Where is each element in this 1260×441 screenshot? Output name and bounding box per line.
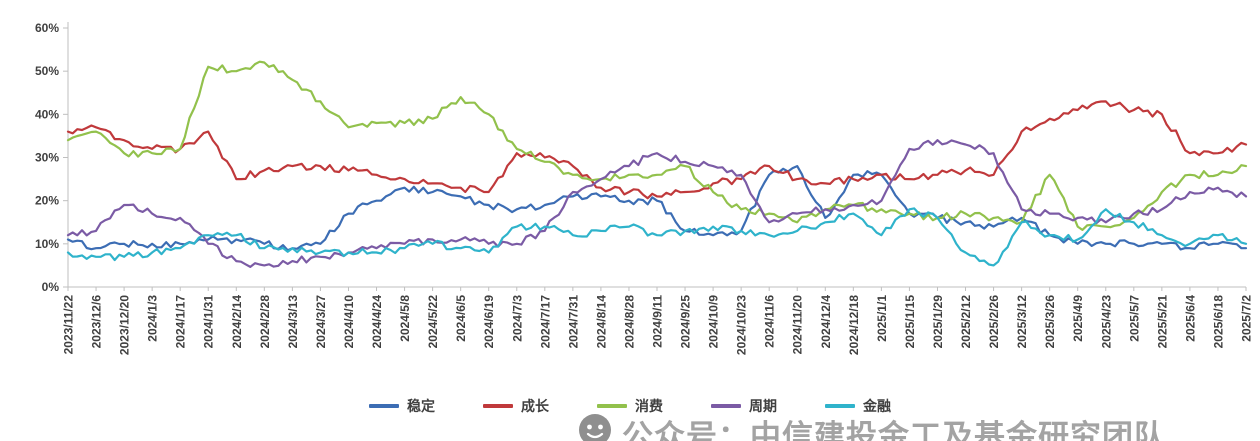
- y-axis-tick-label: 20%: [35, 194, 59, 208]
- x-axis-tick-label: 2024/4/24: [370, 295, 384, 349]
- x-axis-tick-label: 2024/9/11: [651, 295, 665, 348]
- x-axis-tick-label: 2024/6/5: [454, 295, 468, 342]
- legend: 稳定 成长 消费 周期 金融: [0, 396, 1260, 416]
- x-axis-tick-label: 2024/11/20: [791, 295, 805, 355]
- legend-swatch: [825, 404, 855, 408]
- x-axis-tick-label: 2024/2/14: [230, 295, 244, 349]
- legend-swatch: [369, 404, 399, 408]
- y-axis-tick-label: 30%: [35, 151, 59, 165]
- x-axis-tick-label: 2024/4/10: [342, 295, 356, 349]
- x-axis-tick-label: 2025/4/23: [1099, 295, 1113, 349]
- x-axis-tick-label: 2024/5/8: [398, 295, 412, 342]
- x-axis-tick-label: 2025/4/9: [1071, 295, 1085, 342]
- y-axis-tick-label: 50%: [35, 64, 59, 78]
- series-line-金融: [66, 207, 1248, 267]
- x-axis-tick-label: 2024/7/17: [538, 295, 552, 349]
- legend-item-消费: 消费: [597, 396, 663, 416]
- legend-label: 稳定: [407, 398, 435, 414]
- watermark: 公众号：中信建投金工及基金研究团队: [578, 411, 1166, 441]
- watermark-text: 公众号：中信建投金工及基金研究团队: [622, 419, 1166, 441]
- x-axis-tick-label: 2024/7/3: [510, 295, 524, 342]
- x-axis-tick-label: 2024/1/17: [174, 295, 188, 349]
- x-axis-tick-label: 2024/8/14: [594, 295, 608, 349]
- x-axis-tick-label: 2024/5/22: [426, 295, 440, 349]
- series-line-周期: [66, 139, 1248, 268]
- x-axis-tick-label: 2025/3/26: [1043, 295, 1057, 349]
- x-axis-tick-label: 2024/1/31: [202, 295, 216, 349]
- x-axis-tick-label: 2024/7/31: [566, 295, 580, 349]
- legend-item-成长: 成长: [483, 396, 549, 416]
- y-axis-tick-label: 40%: [35, 107, 59, 121]
- x-axis-tick-label: 2025/1/15: [903, 295, 917, 349]
- x-axis-tick-label: 2025/6/4: [1183, 295, 1197, 342]
- legend-item-金融: 金融: [825, 396, 891, 416]
- legend-label: 消费: [635, 398, 663, 414]
- x-axis-tick-label: 2024/6/19: [482, 295, 496, 349]
- x-axis-tick-label: 2024/11/6: [763, 295, 777, 348]
- x-axis-tick-label: 2023/12/20: [118, 295, 132, 355]
- x-axis-tick-label: 2023/11/22: [62, 295, 76, 355]
- x-axis-tick-label: 2024/10/9: [707, 295, 721, 349]
- legend-label: 成长: [521, 398, 549, 414]
- x-axis-tick-label: 2023/12/6: [90, 295, 104, 349]
- x-axis-tick-label: 2025/1/29: [931, 295, 945, 349]
- legend-swatch: [483, 404, 513, 408]
- x-axis-tick-label: 2024/8/28: [622, 295, 636, 349]
- x-axis-tick-label: 2024/1/3: [146, 295, 160, 342]
- legend-swatch: [597, 404, 627, 408]
- y-axis-tick-label: 0%: [42, 280, 60, 294]
- x-axis-tick-label: 2024/3/27: [314, 295, 328, 349]
- x-axis-tick-label: 2025/2/26: [987, 295, 1001, 349]
- x-axis-tick-label: 2025/5/21: [1155, 295, 1169, 349]
- x-axis-tick-label: 2024/9/25: [679, 295, 693, 349]
- wechat-official-account-icon: [578, 413, 612, 441]
- x-axis-tick-label: 2024/3/13: [286, 295, 300, 349]
- x-axis-tick-label: 2024/2/28: [258, 295, 272, 349]
- x-axis-tick-label: 2025/2/12: [959, 295, 973, 349]
- x-axis-tick-label: 2025/7/2: [1240, 295, 1254, 342]
- plot-area: 0% 10% 20% 30% 40% 50% 60% 2023/11/22 2023/12/6 2…: [35, 21, 1254, 355]
- series-line-消费: [66, 60, 1248, 231]
- legend-label: 周期: [749, 398, 777, 414]
- legend-swatch: [711, 404, 741, 408]
- y-axis-tick-label: 10%: [35, 237, 59, 251]
- legend-item-稳定: 稳定: [369, 396, 435, 416]
- x-axis-tick-label: 2025/6/18: [1211, 295, 1225, 349]
- x-axis-tick-label: 2024/12/18: [847, 295, 861, 355]
- x-axis-tick-label: 2025/5/7: [1127, 295, 1141, 342]
- legend-item-周期: 周期: [711, 396, 777, 416]
- y-axis-tick-label: 60%: [35, 21, 59, 35]
- x-axis-tick-label: 2025/3/12: [1015, 295, 1029, 349]
- x-axis-tick-label: 2024/10/23: [735, 295, 749, 355]
- legend-label: 金融: [863, 398, 891, 414]
- x-axis-tick-label: 2025/1/1: [875, 295, 889, 342]
- series-line-成长: [66, 100, 1248, 200]
- x-axis-tick-label: 2024/12/4: [819, 295, 833, 349]
